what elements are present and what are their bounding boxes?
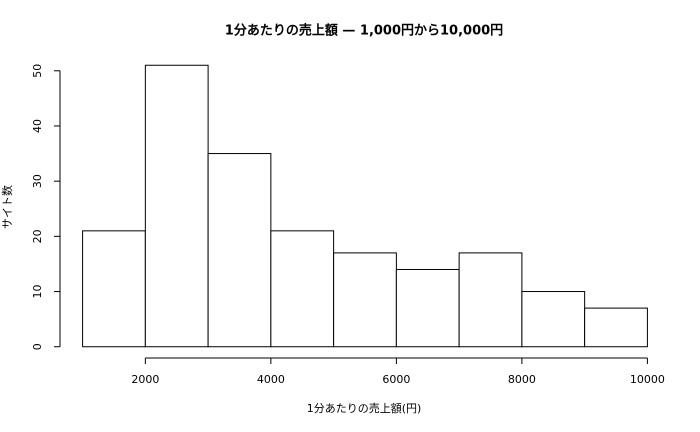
bar: [458, 252, 523, 348]
x-tick-label: 4000: [257, 373, 285, 386]
y-tick-label: 20: [31, 229, 44, 243]
x-tick-label: 8000: [508, 373, 536, 386]
x-axis-label: 1分あたりの売上額(円): [307, 402, 422, 415]
bar: [521, 291, 586, 348]
x-tick-label: 6000: [382, 373, 410, 386]
bar: [584, 307, 648, 348]
y-tick-label: 30: [31, 174, 44, 188]
bar: [270, 230, 335, 348]
y-axis-label: サイト数: [1, 185, 14, 229]
y-tick-label: 40: [31, 119, 44, 133]
chart-title: 1分あたりの売上額 — 1,000円から10,000円: [225, 23, 503, 39]
y-tick-label: 50: [31, 64, 44, 78]
y-tick-label: 10: [31, 285, 44, 299]
x-tick-label: 10000: [630, 373, 665, 386]
x-tick-label: 2000: [131, 373, 159, 386]
bar: [82, 230, 146, 348]
bar: [395, 268, 460, 348]
bar: [333, 252, 397, 348]
bar: [207, 153, 272, 348]
bar: [144, 64, 209, 348]
y-tick-label: 0: [31, 343, 44, 350]
